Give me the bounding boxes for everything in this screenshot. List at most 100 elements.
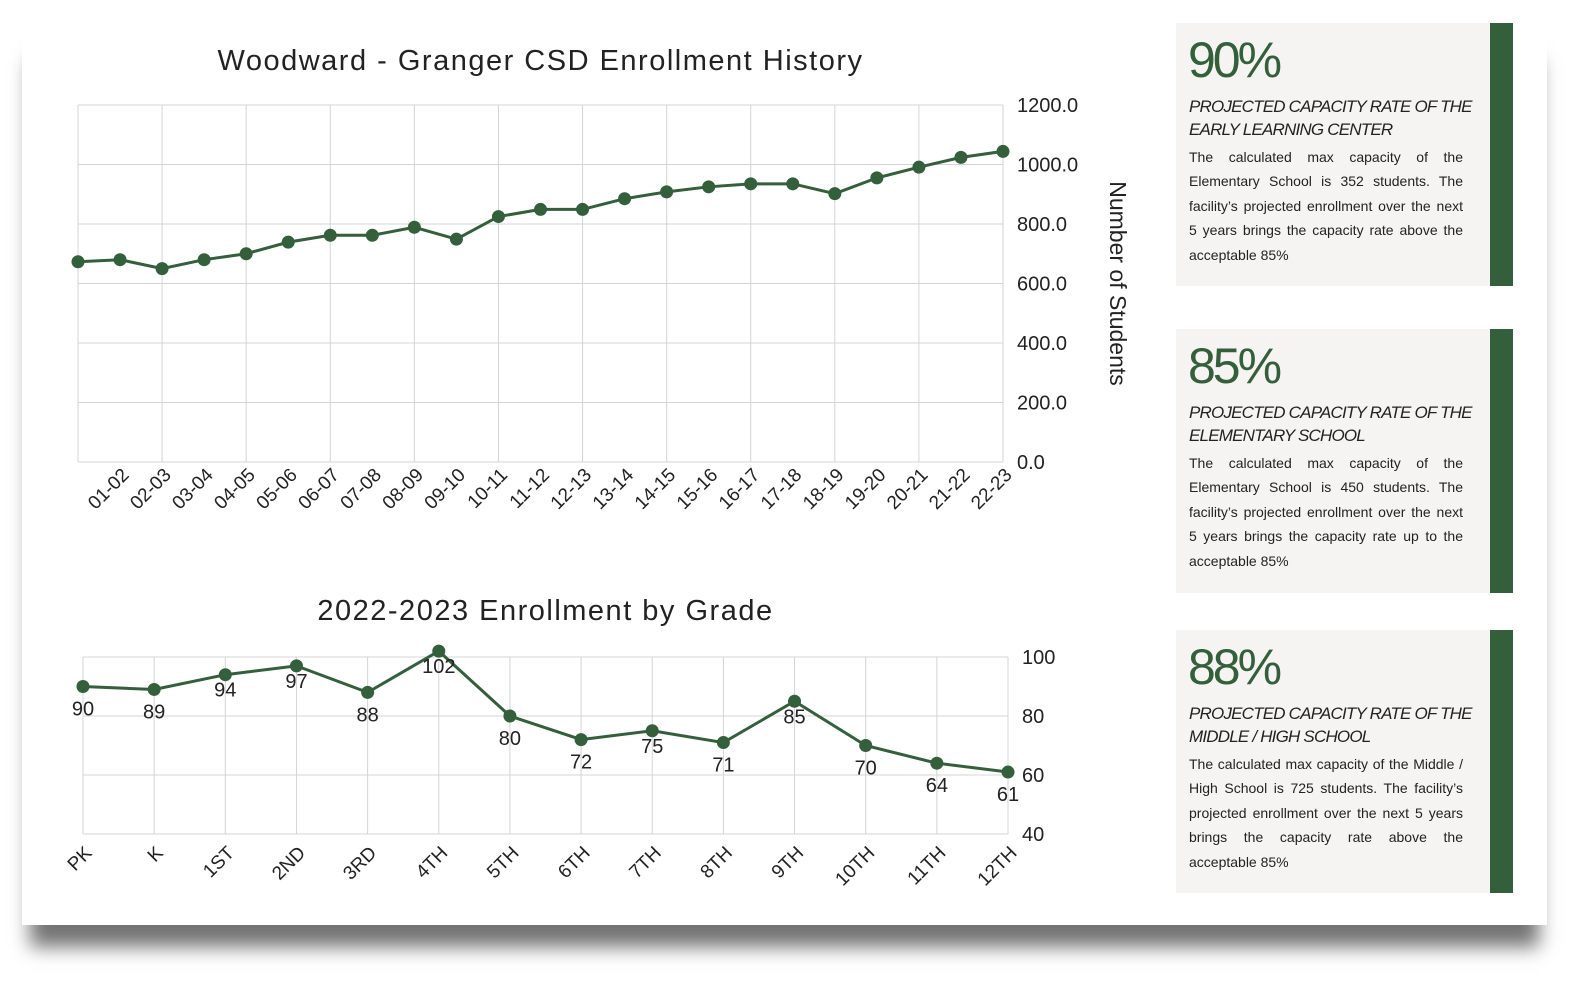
x-tick-label: 12TH [974, 843, 1022, 891]
x-tick-label: 15-16 [673, 465, 722, 514]
data-point [449, 232, 463, 246]
card-percent: 88% [1188, 639, 1282, 695]
data-point [870, 171, 884, 185]
data-point [76, 680, 90, 693]
data-label: 71 [712, 755, 734, 777]
data-label: 94 [214, 680, 236, 702]
data-point [361, 685, 375, 699]
data-point [660, 185, 674, 199]
x-tick-label: 17-18 [757, 465, 806, 514]
y-tick-label: 100 [1022, 647, 1055, 669]
data-label: 88 [356, 704, 378, 726]
y-axis-title: Number of Students [1105, 181, 1131, 386]
x-tick-label: 19-20 [841, 465, 890, 514]
x-tick-label: 16-17 [715, 465, 764, 514]
accent-bar [1490, 23, 1513, 286]
data-point [281, 235, 295, 249]
y-tick-label: 600.0 [1017, 274, 1067, 296]
data-label: 72 [570, 752, 592, 774]
x-tick-label: 02-03 [126, 465, 175, 514]
x-tick-label: 08-09 [379, 465, 428, 514]
card-subtitle: PROJECTED CAPACITY RATE OF THE MIDDLE / … [1189, 704, 1472, 746]
x-tick-label: 06-07 [295, 465, 344, 514]
card-subtitle: PROJECTED CAPACITY RATE OF THE EARLY LEA… [1189, 97, 1472, 139]
y-tick-label: 60 [1022, 765, 1044, 787]
accent-bar [1490, 630, 1513, 893]
data-point [788, 694, 802, 708]
x-tick-label: 1ST [199, 842, 239, 882]
data-point [491, 210, 505, 224]
x-tick-label: 7TH [626, 843, 666, 883]
x-tick-label: 2ND [268, 843, 310, 885]
card-percent: 85% [1188, 338, 1282, 394]
capacity-card-elc: 90% PROJECTED CAPACITY RATE OF THE EARLY… [1176, 23, 1513, 286]
data-point [71, 255, 85, 269]
data-point [113, 253, 127, 267]
data-label: 70 [855, 758, 877, 780]
data-point [289, 659, 303, 673]
x-tick-label: PK [64, 842, 97, 875]
data-label: 80 [499, 728, 521, 750]
y-tick-label: 1000.0 [1017, 155, 1078, 177]
x-tick-label: 5TH [483, 843, 523, 883]
x-tick-label: 04-05 [210, 465, 259, 514]
data-point [218, 668, 232, 682]
x-tick-label: 12-13 [547, 465, 596, 514]
data-label: 64 [926, 775, 948, 797]
y-tick-label: 200.0 [1017, 393, 1067, 415]
data-label: 97 [285, 671, 307, 693]
capacity-card-elementary: 85% PROJECTED CAPACITY RATE OF THE ELEME… [1176, 329, 1513, 593]
x-tick-label: 18-19 [799, 465, 848, 514]
y-tick-label: 800.0 [1017, 214, 1067, 236]
card-subtitle: PROJECTED CAPACITY RATE OF THE ELEMENTAR… [1189, 403, 1472, 445]
x-tick-label: 09-10 [421, 465, 470, 514]
data-label: 89 [143, 701, 165, 723]
data-point [1001, 765, 1015, 779]
data-point [996, 144, 1010, 158]
data-label: 102 [422, 656, 455, 678]
data-point [576, 202, 590, 216]
accent-bar [1490, 329, 1513, 593]
y-tick-label: 40 [1022, 824, 1044, 846]
x-tick-label: 03-04 [168, 464, 218, 514]
data-point [365, 228, 379, 242]
data-point [574, 733, 588, 747]
data-point [155, 262, 169, 276]
x-tick-label: 14-15 [631, 465, 680, 514]
data-point [716, 736, 730, 750]
x-tick-label: 13-14 [589, 464, 639, 514]
data-label: 61 [997, 784, 1019, 806]
data-point [407, 220, 421, 234]
data-point [954, 150, 968, 164]
card-percent: 90% [1188, 32, 1282, 88]
data-point [828, 187, 842, 201]
x-tick-label: 11-12 [506, 465, 554, 513]
data-point [645, 724, 659, 738]
data-point [534, 202, 547, 216]
data-point [702, 180, 716, 194]
data-point [323, 228, 337, 242]
data-label: 90 [72, 699, 94, 721]
series-line [82, 649, 1009, 774]
x-tick-label: 07-08 [337, 465, 386, 514]
x-tick-label: 22-23 [967, 465, 1016, 514]
y-tick-label: 0.0 [1017, 452, 1045, 474]
card-description: The calculated max capacity of the Middl… [1189, 756, 1463, 870]
data-point [503, 709, 517, 723]
data-point [912, 160, 926, 174]
data-point [147, 682, 161, 696]
card-description: The calculated max capacity of the Eleme… [1189, 455, 1463, 569]
y-tick-label: 1200.0 [1017, 95, 1078, 117]
data-point [197, 253, 211, 267]
x-tick-label: 6TH [554, 843, 594, 883]
x-tick-label: 11TH [904, 843, 951, 890]
x-tick-label: 8TH [697, 843, 737, 883]
x-tick-label: 3RD [339, 843, 381, 885]
x-tick-label: 4TH [412, 843, 452, 883]
data-point [239, 247, 253, 261]
data-point [618, 192, 632, 206]
x-tick-label: 9TH [768, 843, 808, 883]
capacity-card-middle-high: 88% PROJECTED CAPACITY RATE OF THE MIDDL… [1176, 630, 1513, 893]
y-tick-label: 80 [1022, 706, 1044, 728]
